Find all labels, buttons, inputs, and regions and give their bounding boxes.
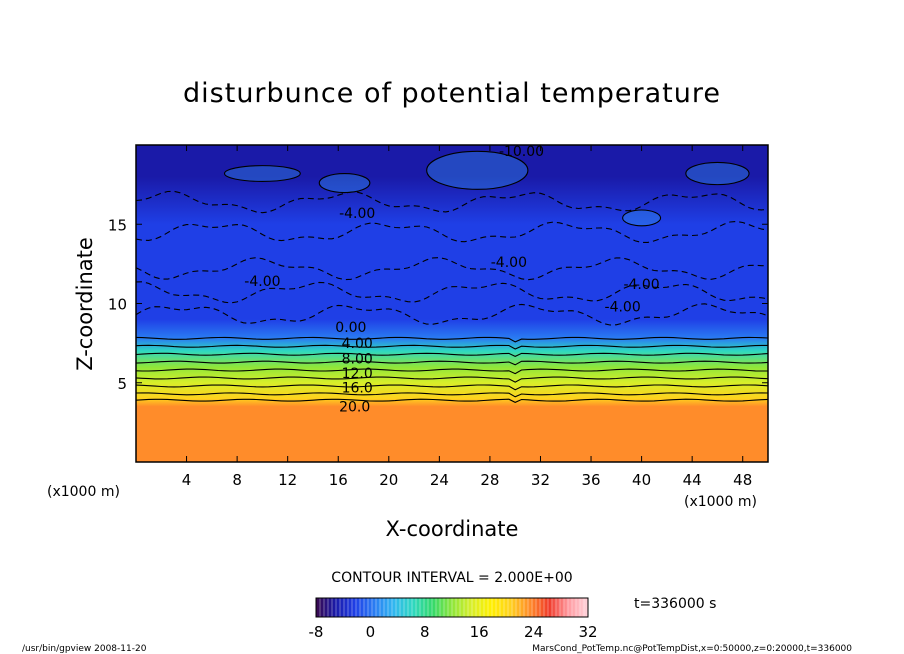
contour-label: 12.0 bbox=[342, 366, 373, 382]
x-tick-label: 36 bbox=[581, 471, 600, 489]
contour-line bbox=[136, 392, 768, 398]
contour-line-dashed bbox=[136, 303, 768, 326]
x-tick-label: 20 bbox=[379, 471, 398, 489]
contour-label: -4.00 bbox=[244, 274, 280, 290]
contour-label: -10.00 bbox=[499, 144, 544, 160]
y-tick-label: 15 bbox=[108, 216, 127, 234]
x-tick-label: 48 bbox=[733, 471, 752, 489]
colorbar-tick-label: 32 bbox=[578, 623, 597, 641]
contour-blob bbox=[318, 172, 371, 194]
contour-line-dashed bbox=[136, 257, 768, 281]
x-unit-right: (x1000 m) bbox=[684, 494, 757, 510]
contour-line bbox=[136, 336, 768, 343]
plot-area: -10.00 -4.00 -4.00 -4.00 -4.00 -4.00 0.004.008… bbox=[136, 144, 768, 462]
colorbar-ticks: -8 0 8 16 24 32 bbox=[309, 623, 598, 641]
contour-interval-text: CONTOUR INTERVAL = 2.000E+00 bbox=[331, 570, 572, 586]
x-unit-left: (x1000 m) bbox=[47, 484, 120, 500]
colorbar-tick-label: -8 bbox=[309, 623, 324, 641]
contour-blob bbox=[223, 165, 301, 182]
contour-label: 16.0 bbox=[342, 380, 373, 396]
chart-title: disturbunce of potential temperature bbox=[183, 78, 721, 109]
colorbar-tick-label: 24 bbox=[524, 623, 543, 641]
x-tick-label: 16 bbox=[329, 471, 348, 489]
field-fill bbox=[136, 145, 768, 462]
contour-line bbox=[136, 352, 768, 358]
contour-line bbox=[136, 376, 768, 383]
x-tick-label: 32 bbox=[531, 471, 550, 489]
colorbar-frame bbox=[315, 597, 589, 618]
contour-line bbox=[136, 398, 768, 404]
colorbar-fill bbox=[316, 598, 588, 617]
contour-line bbox=[136, 368, 768, 375]
colorbar-tick-label: 16 bbox=[470, 623, 489, 641]
x-axis-ticks: 4 8 12 16 20 24 28 32 36 40 44 48 bbox=[182, 145, 752, 489]
contour-line bbox=[136, 344, 768, 350]
contour-line-dashed bbox=[136, 220, 768, 243]
x-tick-label: 24 bbox=[430, 471, 449, 489]
colorbar-tick-label: 0 bbox=[366, 623, 376, 641]
x-tick-label: 40 bbox=[632, 471, 651, 489]
contour-blob bbox=[622, 209, 662, 227]
y-tick-label: 10 bbox=[108, 296, 127, 314]
contour-labels: -10.00 -4.00 -4.00 -4.00 -4.00 -4.00 0.004.008… bbox=[244, 144, 659, 415]
colorbar-stripes bbox=[319, 598, 585, 617]
footer-right: MarsCond_PotTemp.nc@PotTempDist,x=0:5000… bbox=[532, 644, 852, 654]
y-axis-ticks: 5 10 15 bbox=[108, 216, 768, 393]
x-tick-label: 44 bbox=[683, 471, 702, 489]
contour-label: -4.00 bbox=[491, 255, 527, 271]
y-axis-label: Z-coordinate bbox=[73, 237, 97, 371]
colorbar-tick-label: 8 bbox=[420, 623, 430, 641]
time-text: t=336000 s bbox=[634, 596, 716, 612]
x-tick-label: 12 bbox=[278, 471, 297, 489]
x-tick-label: 4 bbox=[182, 471, 192, 489]
contour-label: 20.0 bbox=[339, 399, 370, 415]
contour-line bbox=[136, 384, 768, 391]
x-tick-label: 28 bbox=[480, 471, 499, 489]
contour-blob bbox=[426, 150, 529, 190]
contour-label: 8.00 bbox=[342, 352, 373, 368]
contour-blob bbox=[685, 161, 750, 186]
contour-line-dashed bbox=[136, 281, 768, 304]
x-tick-label: 8 bbox=[232, 471, 242, 489]
contour-line-dashed bbox=[136, 190, 768, 214]
x-axis-label: X-coordinate bbox=[386, 517, 519, 541]
contour-label: 4.00 bbox=[342, 336, 373, 352]
contour-label: 0.00 bbox=[335, 320, 366, 336]
contour-label: -4.00 bbox=[339, 206, 375, 222]
contour-line bbox=[136, 360, 768, 366]
contour-label: -4.00 bbox=[623, 277, 659, 293]
colorbar: -8 0 8 16 24 32 bbox=[309, 597, 598, 641]
footer-left: /usr/bin/gpview 2008-11-20 bbox=[22, 644, 147, 654]
contour-label: -4.00 bbox=[605, 299, 641, 315]
contour-lines bbox=[136, 150, 768, 404]
y-tick-label: 5 bbox=[117, 375, 127, 393]
